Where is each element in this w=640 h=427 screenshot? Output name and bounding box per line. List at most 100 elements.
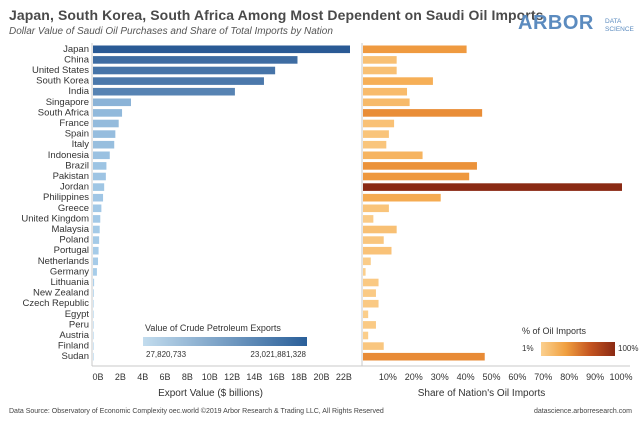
export-bar: [93, 87, 235, 96]
category-label: Portugal: [54, 245, 89, 256]
export-bar: [93, 215, 101, 223]
export-tick-label: 16B: [269, 372, 285, 382]
category-label: Malaysia: [52, 224, 90, 235]
export-bar: [93, 310, 94, 319]
share-legend-min: 1%: [522, 344, 534, 353]
share-tick-label: 60%: [508, 372, 526, 382]
share-bar: [363, 215, 374, 223]
category-label: Greece: [58, 203, 89, 214]
export-value-legend: Value of Crude Petroleum Exports 27,820,…: [138, 323, 308, 359]
export-legend-title: Value of Crude Petroleum Exports: [145, 323, 281, 333]
export-tick-label: 6B: [160, 372, 171, 382]
share-bar: [363, 140, 387, 149]
share-bar: [363, 98, 410, 107]
share-tick-label: 40%: [457, 372, 475, 382]
share-axis-title: Share of Nation's Oil Imports: [418, 388, 546, 399]
export-bar: [93, 66, 276, 75]
share-bar: [363, 77, 433, 85]
export-bar: [93, 183, 105, 191]
export-bar: [93, 151, 110, 160]
category-label: Singapore: [46, 97, 89, 108]
category-label: Egypt: [65, 309, 90, 320]
export-bar: [93, 321, 94, 329]
category-label: Germany: [50, 266, 89, 277]
export-legend-gradient: [143, 337, 307, 346]
share-bar: [363, 66, 397, 75]
share-tick-label: 70%: [534, 372, 552, 382]
export-bar: [93, 77, 264, 85]
export-bar: [93, 257, 99, 266]
share-tick-label: 10%: [379, 372, 397, 382]
share-legend-max: 100%: [618, 344, 639, 353]
chart-title: Japan, South Korea, South Africa Among M…: [9, 7, 544, 23]
share-bar: [363, 87, 408, 96]
category-label: Finland: [58, 341, 89, 352]
export-bar: [93, 278, 95, 287]
share-tick-label: 80%: [560, 372, 578, 382]
category-label: Pakistan: [53, 171, 89, 182]
category-label: India: [68, 86, 89, 97]
share-legend-title: % of Oil Imports: [522, 326, 587, 336]
share-tick-label: 30%: [431, 372, 449, 382]
logo-tag-science: SCIENCE: [605, 26, 634, 33]
export-bar: [93, 342, 94, 350]
category-label: China: [64, 54, 90, 65]
export-bar: [93, 130, 116, 138]
share-bar: [363, 352, 485, 361]
chart-subtitle: Dollar Value of Saudi Oil Purchases and …: [9, 26, 333, 37]
share-bar: [363, 257, 371, 266]
export-tick-label: 14B: [246, 372, 262, 382]
share-bar: [363, 172, 470, 181]
arbor-logo: ARBOR DATA SCIENCE: [518, 9, 638, 39]
share-bar: [363, 193, 441, 202]
export-bar: [93, 162, 107, 170]
export-tick-label: 20B: [313, 372, 329, 382]
share-legend-gradient: [541, 342, 615, 356]
export-tick-label: 12B: [224, 372, 240, 382]
share-tick-label: 100%: [609, 372, 632, 382]
share-bar: [363, 130, 389, 138]
category-label: Sudan: [62, 351, 89, 362]
export-tick-label: 10B: [202, 372, 218, 382]
category-label: Italy: [72, 139, 90, 150]
export-bar: [93, 236, 100, 244]
category-label: Philippines: [43, 192, 89, 203]
export-tick-label: 22B: [336, 372, 352, 382]
export-bar: [93, 45, 350, 54]
share-bar: [363, 151, 423, 160]
category-label: Lithuania: [50, 277, 89, 288]
export-legend-max: 23,021,881,328: [250, 350, 306, 359]
export-tick-label: 18B: [291, 372, 307, 382]
share-bar: [363, 225, 397, 234]
export-bar: [93, 225, 100, 234]
share-tick-label: 50%: [482, 372, 500, 382]
category-label: Czech Republic: [22, 298, 89, 309]
export-bar: [93, 119, 119, 128]
share-bar: [363, 289, 376, 297]
category-label: Austria: [59, 330, 89, 341]
share-bar: [363, 119, 395, 128]
footer-site: datascience.arborresearch.com: [533, 408, 632, 415]
share-tick-label: 90%: [586, 372, 604, 382]
share-bar: [363, 162, 477, 170]
share-bar: [363, 183, 622, 191]
share-bar: [363, 299, 379, 308]
export-tick-label: 8B: [182, 372, 193, 382]
export-bar: [93, 98, 131, 107]
export-bar: [93, 289, 94, 297]
share-bar: [363, 268, 366, 276]
category-label: Indonesia: [48, 150, 90, 161]
share-bar: [363, 204, 389, 213]
export-bar: [93, 109, 123, 117]
export-bar: [93, 193, 104, 202]
export-bar: [93, 204, 102, 213]
export-bar: [93, 140, 115, 149]
logo-tag-data: DATA: [605, 18, 622, 25]
share-bar: [363, 236, 384, 244]
share-bar: [363, 278, 379, 287]
export-bar: [93, 268, 97, 276]
export-tick-label: 2B: [115, 372, 126, 382]
export-bar: [93, 56, 298, 64]
share-bar: [363, 45, 467, 54]
